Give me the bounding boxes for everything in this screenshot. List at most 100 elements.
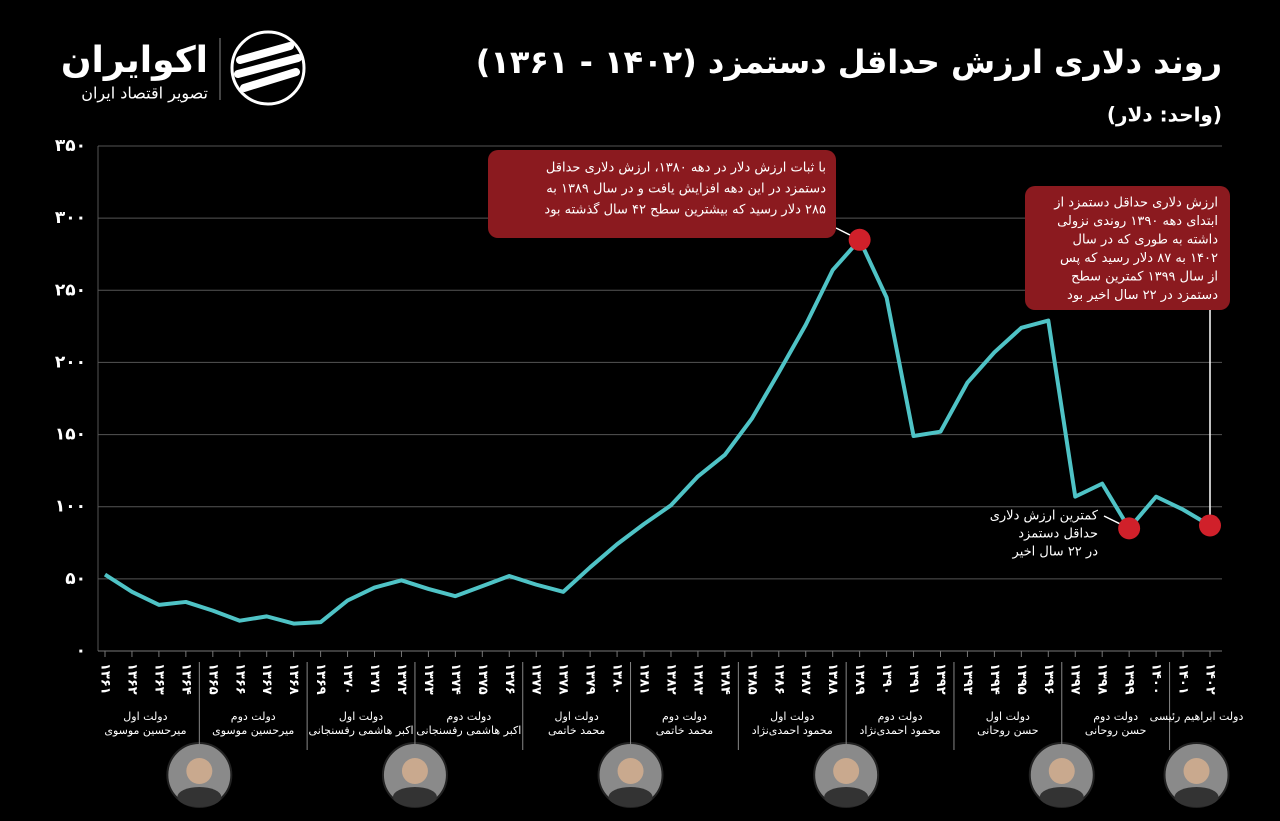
chart-title: روند دلاری ارزش حداقل دستمزد (۱۴۰۲ - ۱۳۶… [476,43,1222,81]
annotation-text: از سال ۱۳۹۹ کمترین سطح [1071,270,1218,285]
annotation-text: در ۲۲ سال اخیر [1012,545,1099,560]
y-tick-label: ۱۰۰ [55,497,86,517]
portrait-face [1048,758,1075,784]
x-tick-label: ۱۳۷۹ [583,663,598,695]
portrait-body [824,787,869,807]
x-tick-label: ۱۳۹۴ [987,663,1002,695]
logo-tagline: تصویر اقتصاد ایران [81,84,208,104]
data-line [103,237,1212,626]
x-tick-label: ۱۳۹۳ [960,663,975,695]
government-label: دولت اول [770,710,814,723]
x-tick-label: ۱۳۶۱ [98,663,113,695]
government-label: محمود احمدی‌نژاد [752,724,833,737]
x-tick-label: ۱۳۶۸ [286,663,301,695]
x-tick-label: ۱۳۶۷ [259,663,274,695]
government-label: محمود احمدی‌نژاد [859,724,940,737]
y-tick-label: ۲۰۰ [55,352,86,372]
x-tick-label: ۱۳۷۲ [394,663,409,695]
x-tick-label: ۱۳۷۶ [502,663,517,695]
x-tick-label: ۱۳۸۸ [825,663,840,695]
government-label: دولت اول [555,710,599,723]
government-label: دولت اول [339,710,383,723]
government-label: دولت دوم [1093,710,1138,723]
x-tick-label: ۱۳۸۶ [771,663,786,695]
government-label: دولت دوم [662,710,707,723]
government-label: دولت ابراهیم رئیسی [1150,710,1244,723]
x-tick-label: ۱۳۹۵ [1014,663,1029,695]
annotation-text: داشته به طوری که در سال [1073,233,1219,248]
x-tick-label: ۱۳۷۵ [475,663,490,695]
x-tick-label: ۱۳۷۳ [421,663,436,695]
annotation-text: ۲۸۵ دلار رسید که بیشترین سطح ۴۲ سال گذشت… [544,202,826,218]
x-tick-label: ۱۳۶۵ [205,663,220,695]
government-label: دولت دوم [878,710,923,723]
y-tick-label: ۰ [76,641,86,661]
annotation-box [1025,186,1230,310]
portrait-face [617,758,644,784]
x-tick-label: ۱۳۷۴ [448,663,463,695]
portrait-face [401,758,428,784]
government-label: محمد خاتمی [548,724,605,737]
x-tick-label: ۱۳۹۷ [1068,663,1083,695]
x-tick-label: ۱۴۰۱ [1176,663,1191,695]
portrait-face [833,758,860,784]
y-tick-label: ۳۰۰ [55,208,86,228]
x-tick-label: ۱۴۰۲ [1203,663,1218,695]
government-label: حسن روحانی [977,724,1039,737]
highlight-point [1118,517,1141,540]
x-tick-label: ۱۴۰۰ [1149,663,1164,695]
annotation-text: دستمزد در این دهه افزایش یافت و در سال ۱… [546,182,826,197]
annotation-text: حداقل دستمزد [1018,527,1098,542]
x-tick-label: ۱۳۶۹ [313,663,328,695]
x-tick-label: ۱۳۸۵ [744,663,759,695]
x-tick-label: ۱۳۶۴ [178,663,193,695]
x-tick-label: ۱۳۹۶ [1041,663,1056,695]
government-label: میرحسین موسوی [104,724,186,737]
logo-icon [230,30,306,106]
y-tick-label: ۳۵۰ [55,136,86,156]
x-tick-label: ۱۳۷۷ [529,663,544,695]
government-label: حسن روحانی [1085,724,1147,737]
highlight-point [848,228,871,251]
government-label: دولت دوم [231,710,276,723]
annotation-text: ارزش دلاری حداقل دستمزد از [1053,196,1218,211]
x-tick-label: ۱۳۷۸ [556,663,571,695]
x-tick-label: ۱۳۸۷ [798,663,813,695]
x-tick-label: ۱۳۶۲ [124,663,139,695]
x-tick-label: ۱۳۹۸ [1095,663,1110,695]
x-tick-label: ۱۳۸۱ [637,663,652,695]
portrait-face [186,758,213,784]
x-tick-label: ۱۳۹۱ [906,663,921,695]
x-tick-label: ۱۳۹۹ [1122,663,1137,695]
government-label: دولت اول [123,710,167,723]
annotation-text: کمترین ارزش دلاری [990,509,1099,524]
annotation-text: ۱۴۰۲ به ۸۷ دلار رسید که پس [1060,251,1218,266]
x-tick-label: ۱۳۶۶ [232,663,247,695]
x-tick-label: ۱۳۷۰ [340,663,355,695]
x-tick-label: ۱۳۸۳ [690,663,705,695]
highlight-point [1199,514,1221,537]
x-tick-label: ۱۳۷۱ [367,663,382,695]
government-label: دولت دوم [446,710,491,723]
x-tick-label: ۱۳۸۲ [663,663,678,695]
portrait-body [1039,787,1084,807]
chart-subtitle: (واحد: دلار) [1107,103,1222,127]
y-tick-label: ۵۰ [65,569,86,589]
portrait-face [1183,758,1210,784]
government-label: میرحسین موسوی [212,724,294,737]
government-label: اکبر هاشمی رفسنجانی [416,724,521,737]
government-label: دولت اول [986,710,1030,723]
x-tick-label: ۱۳۸۴ [717,663,732,695]
y-tick-label: ۱۵۰ [55,425,86,445]
annotation-text: دستمزد در ۲۲ سال اخیر بود [1067,288,1218,303]
government-label: محمد خاتمی [656,724,713,737]
x-tick-label: ۱۳۸۰ [610,663,625,695]
annotation-text: با ثبات ارزش دلار در دهه ۱۳۸۰، ارزش دلار… [546,161,826,176]
x-tick-label: ۱۳۶۳ [151,663,166,695]
annotation-box [488,150,836,238]
portrait-body [392,787,437,807]
x-tick-label: ۱۳۹۲ [933,663,948,695]
y-tick-label: ۲۵۰ [55,280,86,300]
